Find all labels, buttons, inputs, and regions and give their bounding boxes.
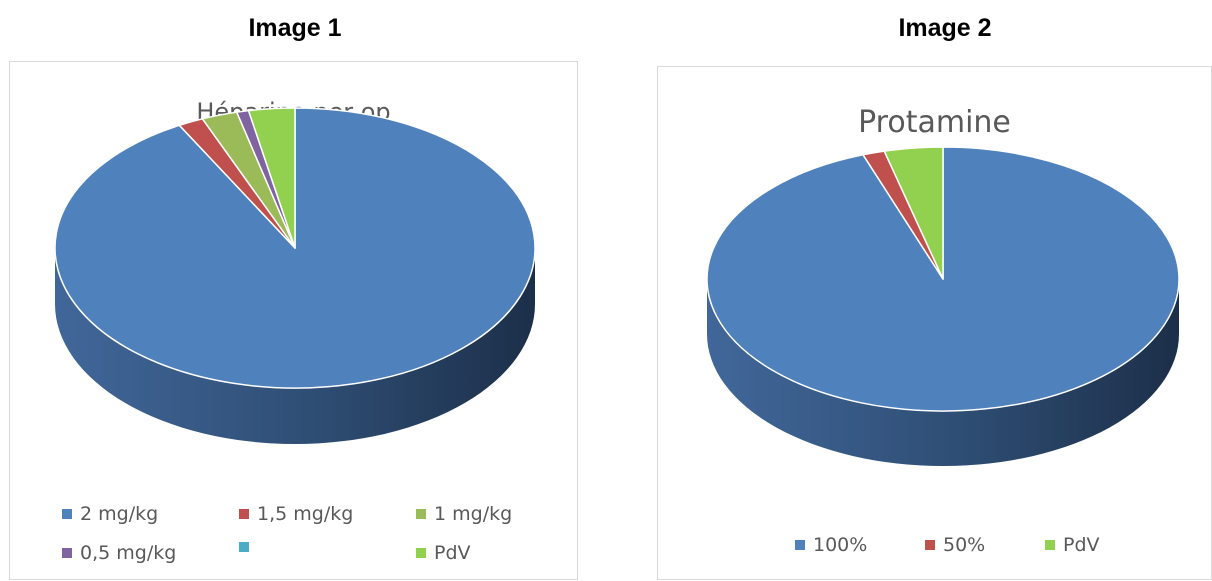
chart-panel-protamine: Protamine 100% 50% PdV (657, 66, 1212, 580)
pie-side-0 (707, 279, 1179, 466)
pie-slice-2 (883, 146, 944, 280)
legend-label: 100% (813, 534, 868, 556)
legend-swatch (239, 509, 249, 519)
legend-swatch (1045, 540, 1055, 550)
pie-chart-svg (706, 146, 1180, 466)
heading-image-1: Image 1 (248, 14, 342, 42)
legend-label: PdV (434, 542, 471, 564)
legend-item: 0,5 mg/kg (62, 542, 176, 564)
legend-label: 1,5 mg/kg (257, 503, 354, 525)
legend-item: PdV (416, 542, 471, 564)
legend-swatch (62, 548, 72, 558)
heading-image-2: Image 2 (898, 14, 992, 42)
chart-title: Protamine (858, 105, 1011, 140)
legend-label: PdV (1063, 534, 1100, 556)
pie-slice-5 (247, 107, 296, 249)
legend-swatch (925, 540, 935, 550)
legend-item: 100% (795, 534, 867, 556)
chart-panel-heparine: Héparine per op 2 mg/kg1,5 mg/kg1 mg/kg0… (9, 61, 578, 580)
legend-swatch (795, 540, 805, 550)
legend-swatch (416, 548, 426, 558)
legend-label: 2 mg/kg (80, 503, 159, 525)
legend-label: 0,5 mg/kg (80, 542, 177, 564)
legend-item: PdV (1045, 534, 1100, 556)
legend-swatch (416, 509, 426, 519)
legend-item: 1,5 mg/kg (239, 503, 353, 525)
legend-item: 50% (925, 534, 985, 556)
legend-label: 50% (943, 534, 986, 556)
pie-chart-svg (54, 107, 536, 444)
pie-side-0 (55, 248, 535, 444)
legend-swatch (62, 509, 72, 519)
legend-item: 1 mg/kg (416, 503, 512, 525)
legend-label: 1 mg/kg (434, 503, 513, 525)
legend-item: 2 mg/kg (62, 503, 158, 525)
legend-item (239, 542, 257, 552)
legend-swatch (239, 542, 249, 552)
